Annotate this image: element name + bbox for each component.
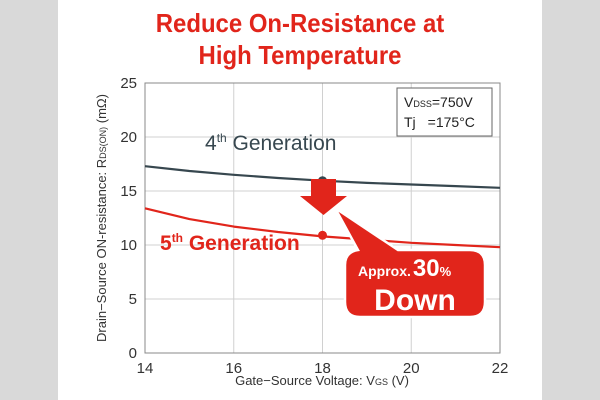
x-tick-label: 16 [225, 360, 242, 377]
y-axis-label: Drain−Source ON-resistance: RDS(ON) (mΩ) [94, 94, 109, 342]
y-tick-label: 25 [120, 75, 137, 92]
x-tick-label: 20 [403, 360, 420, 377]
x-tick-label: 14 [137, 360, 154, 377]
marker-gen5 [318, 230, 327, 240]
tick-labels: 0 5 10 15 20 25 14 16 18 20 22 [120, 75, 508, 377]
series-label-gen5: 5th Generation [160, 231, 300, 255]
y-tick-label: 20 [120, 129, 137, 146]
chart-card [58, 0, 542, 400]
y-tick-label: 15 [120, 183, 137, 200]
plot-frame [144, 82, 501, 354]
series-label-gen4: 4th Generation [205, 131, 336, 155]
x-tick-label: 18 [314, 360, 331, 377]
x-tick-label: 22 [492, 360, 509, 377]
x-axis-label: Gate−Source Voltage: VGS (V) [235, 373, 409, 388]
chart-title-line1: Reduce On-Resistance at [155, 8, 445, 38]
reduction-arrow [300, 179, 347, 215]
vdss-label: VDSS=750V [404, 94, 473, 110]
callout-bubble [333, 206, 487, 319]
callout-approx: Approx.30% [358, 255, 452, 282]
y-tick-label: 5 [129, 291, 137, 308]
y-tick-label: 10 [120, 237, 137, 254]
chart-title-line2: High Temperature [198, 40, 402, 70]
callout-down: Down [374, 284, 456, 317]
tj-label: Tj =175°C [404, 114, 475, 130]
y-tick-label: 0 [129, 345, 137, 362]
conditions-box [396, 87, 493, 137]
